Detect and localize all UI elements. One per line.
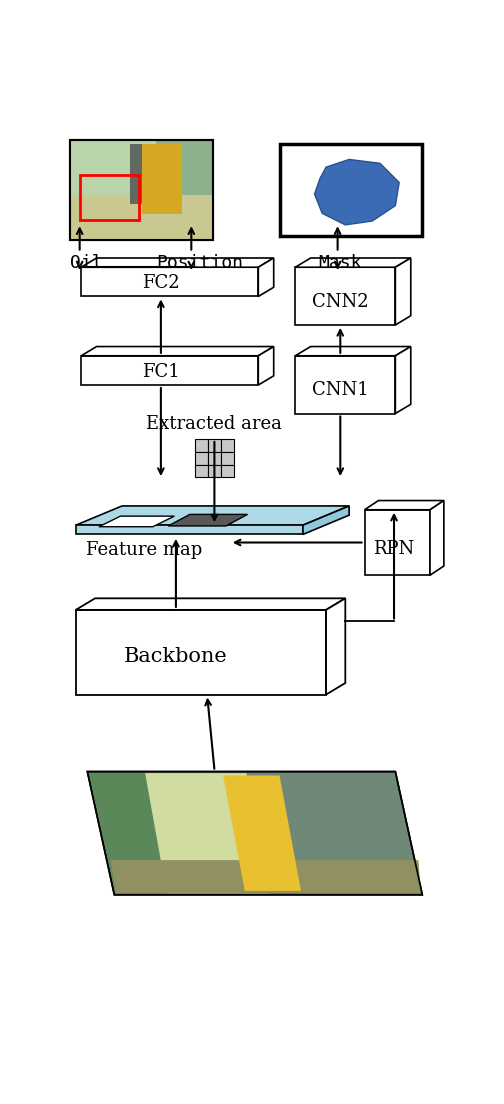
Text: FC1: FC1 bbox=[142, 363, 180, 381]
Bar bbox=[71, 140, 213, 241]
Polygon shape bbox=[76, 598, 345, 609]
Polygon shape bbox=[258, 258, 274, 297]
Text: RPN: RPN bbox=[373, 540, 415, 558]
Polygon shape bbox=[81, 267, 258, 297]
Polygon shape bbox=[303, 506, 349, 534]
Text: CNN2: CNN2 bbox=[312, 293, 368, 311]
Polygon shape bbox=[295, 355, 395, 414]
Bar bbox=[221, 452, 234, 465]
Bar bbox=[195, 452, 208, 465]
Polygon shape bbox=[71, 195, 213, 241]
Bar bbox=[80, 176, 140, 221]
Bar bbox=[221, 465, 234, 477]
Polygon shape bbox=[87, 772, 422, 894]
Polygon shape bbox=[223, 775, 301, 891]
Bar bbox=[280, 144, 422, 236]
Polygon shape bbox=[76, 609, 326, 694]
Bar bbox=[208, 465, 221, 477]
Polygon shape bbox=[295, 347, 411, 355]
Polygon shape bbox=[81, 258, 274, 267]
Polygon shape bbox=[71, 140, 213, 241]
Polygon shape bbox=[76, 506, 349, 526]
Text: CNN1: CNN1 bbox=[312, 381, 369, 400]
Polygon shape bbox=[364, 510, 430, 575]
Bar bbox=[208, 439, 221, 452]
Polygon shape bbox=[395, 347, 411, 414]
Polygon shape bbox=[145, 773, 268, 893]
Bar bbox=[195, 439, 208, 452]
Polygon shape bbox=[395, 258, 411, 325]
Bar bbox=[142, 144, 181, 214]
Polygon shape bbox=[326, 598, 345, 694]
Polygon shape bbox=[110, 860, 421, 893]
Polygon shape bbox=[76, 526, 303, 534]
Bar bbox=[130, 144, 147, 204]
Bar bbox=[195, 465, 208, 477]
Polygon shape bbox=[81, 347, 274, 355]
Text: Position: Position bbox=[157, 254, 243, 273]
Polygon shape bbox=[295, 258, 411, 267]
Polygon shape bbox=[364, 500, 444, 510]
Text: Oil: Oil bbox=[71, 254, 103, 273]
Polygon shape bbox=[168, 514, 247, 526]
Text: Extracted area: Extracted area bbox=[147, 415, 282, 433]
Polygon shape bbox=[295, 267, 395, 325]
Bar bbox=[221, 439, 234, 452]
Polygon shape bbox=[71, 140, 156, 200]
Polygon shape bbox=[81, 355, 258, 385]
Polygon shape bbox=[258, 347, 274, 385]
Text: Feature map: Feature map bbox=[86, 541, 202, 559]
Polygon shape bbox=[430, 500, 444, 575]
Text: Mask: Mask bbox=[319, 254, 362, 273]
Bar bbox=[208, 452, 221, 465]
Text: Backbone: Backbone bbox=[124, 647, 228, 666]
Polygon shape bbox=[314, 159, 399, 225]
Text: FC2: FC2 bbox=[142, 274, 180, 293]
Polygon shape bbox=[99, 517, 174, 527]
Polygon shape bbox=[89, 773, 170, 893]
